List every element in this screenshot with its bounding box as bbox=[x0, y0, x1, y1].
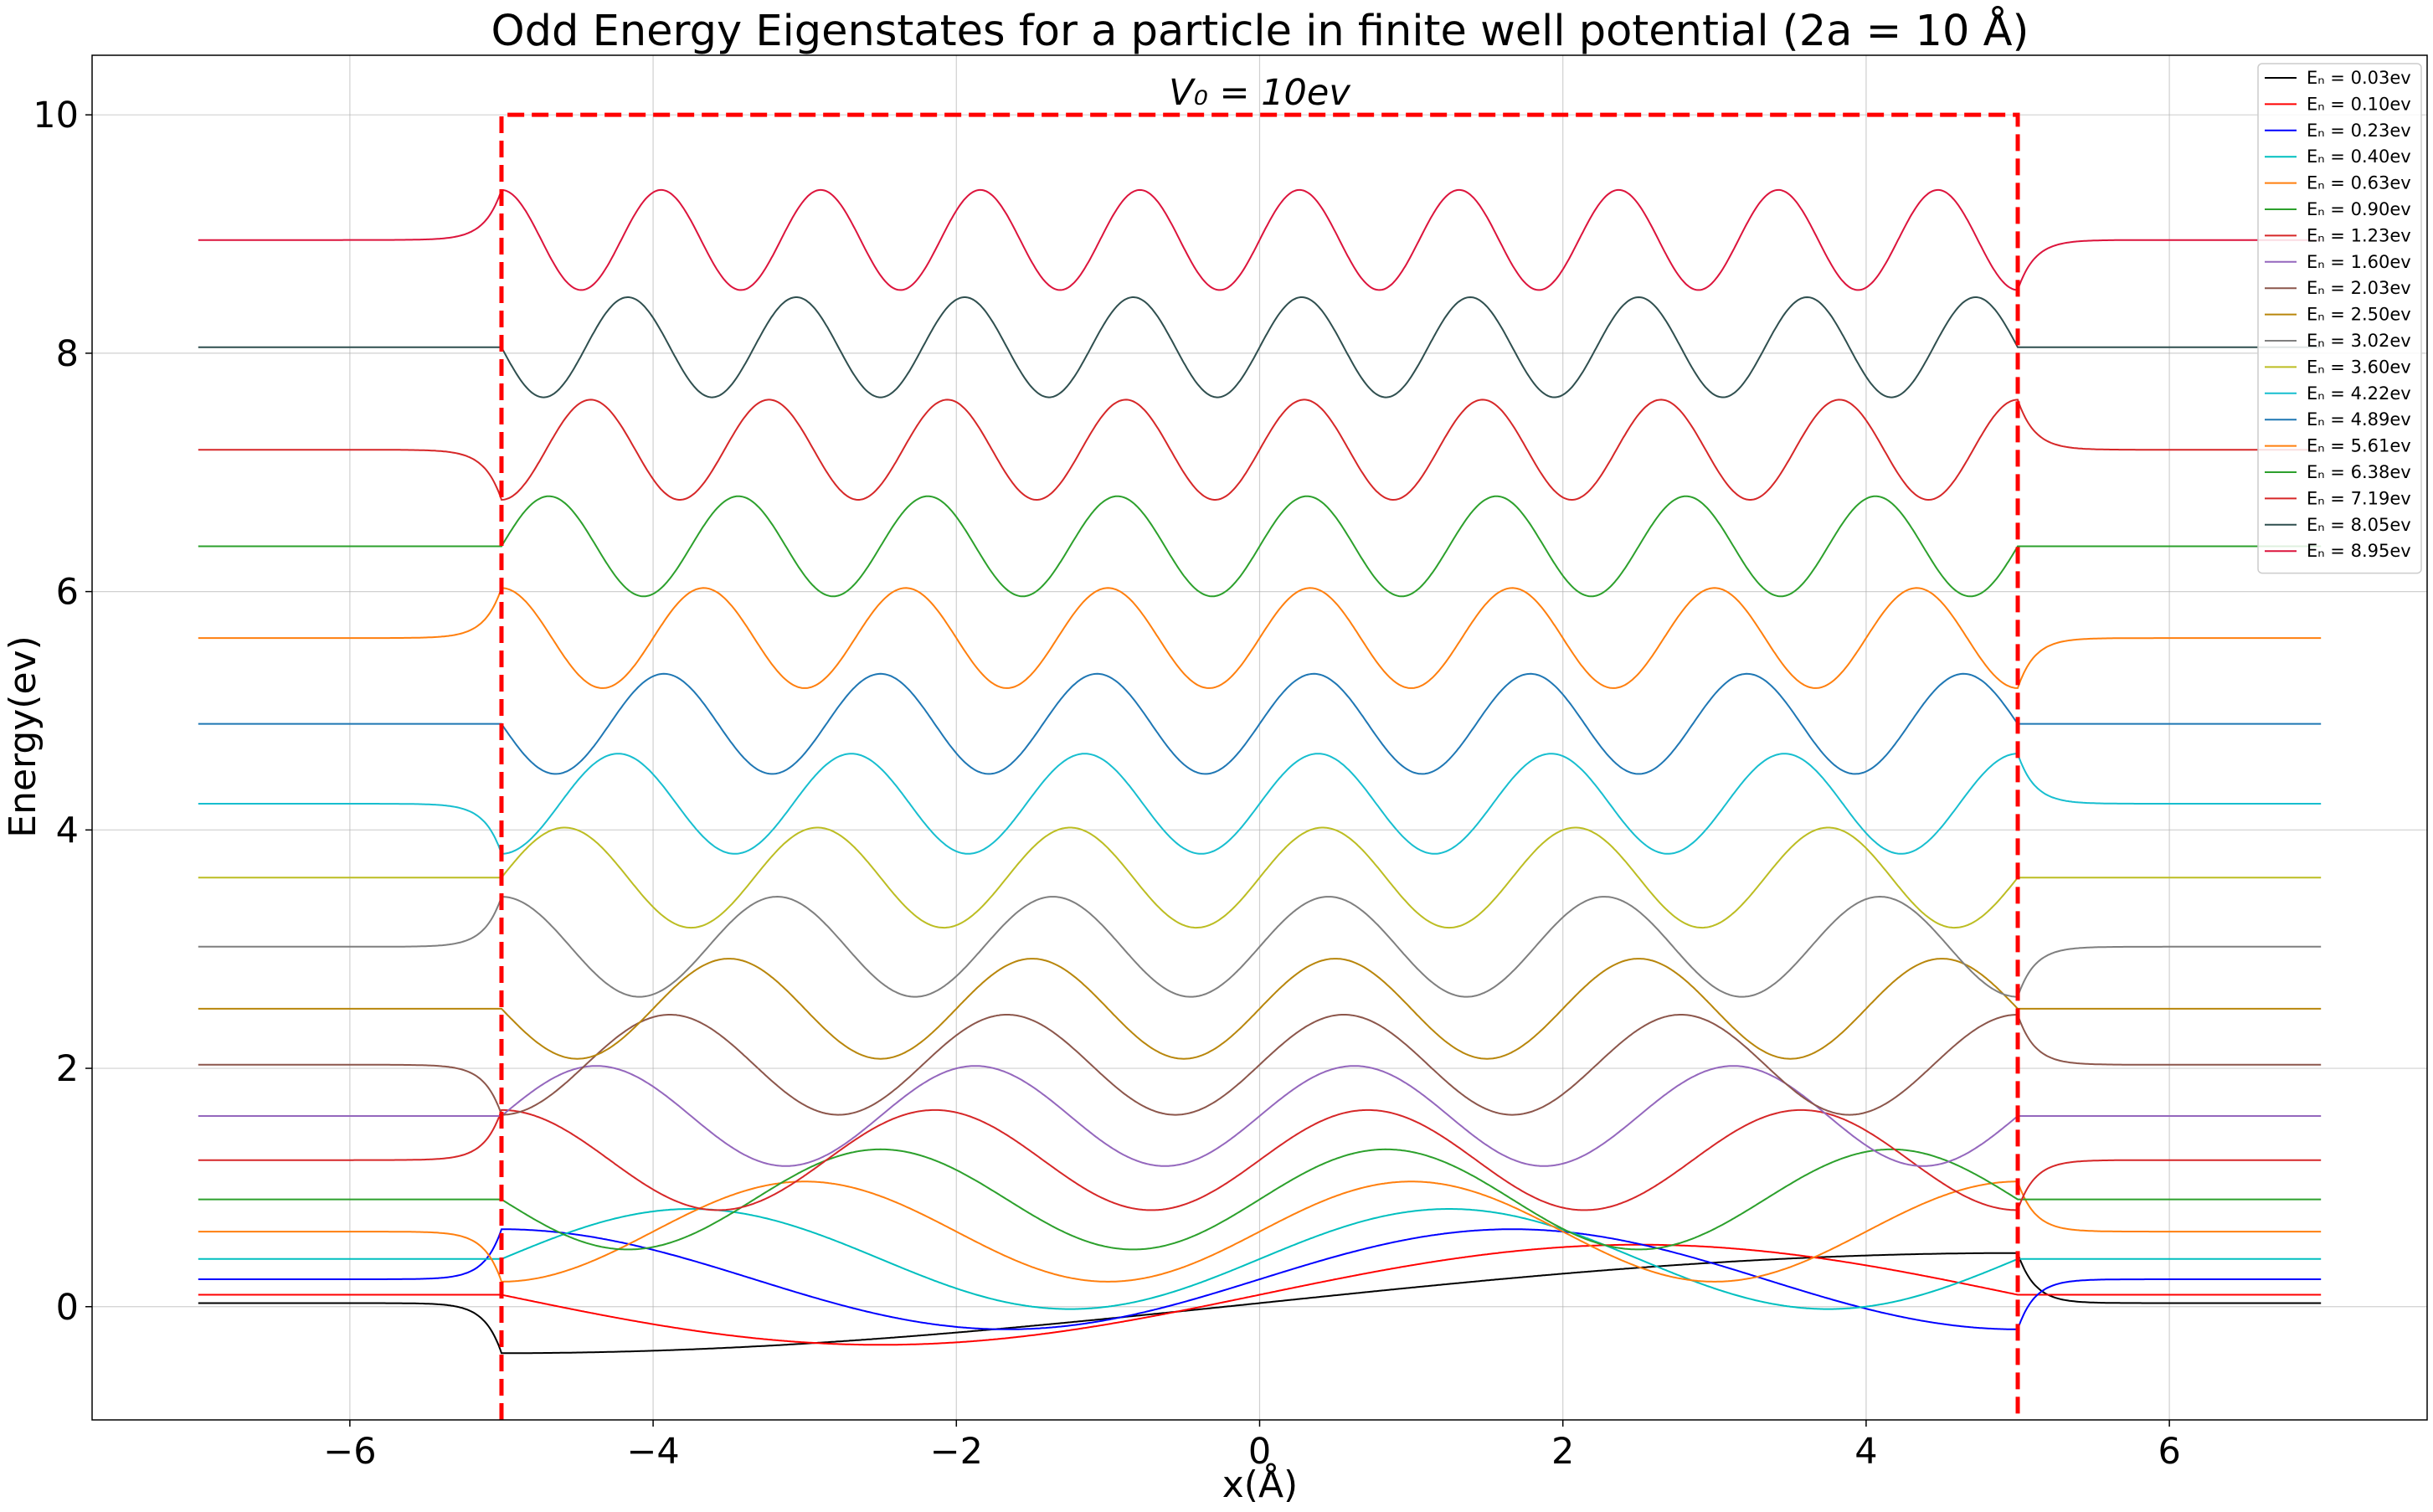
series-line bbox=[198, 1228, 2322, 1330]
legend-entry: Eₙ = 4.22ev bbox=[2307, 383, 2411, 404]
legend-entry: Eₙ = 0.90ev bbox=[2307, 199, 2411, 219]
x-tick-label: 2 bbox=[1551, 1431, 1574, 1473]
series-line bbox=[198, 1108, 2322, 1211]
legend: Eₙ = 0.03ev Eₙ = 0.10ev Eₙ = 0.23ev Eₙ = 0.… bbox=[2257, 63, 2422, 574]
well-potential: V₀ = 10ev bbox=[499, 72, 2020, 1420]
x-tick-label: 0 bbox=[1248, 1431, 1271, 1473]
legend-entry: Eₙ = 0.23ev bbox=[2307, 121, 2411, 141]
y-tick-label: 8 bbox=[56, 333, 79, 375]
series-line bbox=[198, 672, 2322, 775]
x-axis-label: x(Å) bbox=[1222, 1462, 1298, 1506]
legend-entry: Eₙ = 7.19ev bbox=[2307, 488, 2411, 508]
series-line bbox=[198, 188, 2322, 291]
axis-ticks: −6 −4 −2 0 2 4 6 0 2 4 6 8 10 bbox=[33, 95, 2181, 1473]
well-boundary bbox=[499, 112, 2020, 1420]
legend-entry: Eₙ = 3.60ev bbox=[2307, 357, 2411, 377]
legend-entry: Eₙ = 2.03ev bbox=[2307, 278, 2411, 298]
legend-entry: Eₙ = 1.60ev bbox=[2307, 252, 2411, 272]
y-axis-label: Energy(ev) bbox=[2, 635, 44, 837]
series-line bbox=[198, 1148, 2322, 1251]
legend-entry: Eₙ = 3.02ev bbox=[2307, 331, 2411, 351]
chart-title: Odd Energy Eigenstates for a particle in… bbox=[491, 4, 2029, 56]
x-tick-label: −4 bbox=[626, 1431, 679, 1473]
series-line bbox=[198, 495, 2322, 598]
v0-label: V₀ = 10ev bbox=[1169, 72, 1350, 114]
series-line bbox=[198, 399, 2322, 501]
legend-entry: Eₙ = 0.10ev bbox=[2307, 94, 2411, 114]
legend-entry: Eₙ = 4.89ev bbox=[2307, 409, 2411, 429]
y-tick-label: 4 bbox=[56, 810, 79, 851]
series-line bbox=[198, 1252, 2322, 1355]
series-line bbox=[198, 1243, 2322, 1346]
series-line bbox=[198, 958, 2322, 1060]
grid bbox=[92, 55, 2427, 1420]
series-line bbox=[198, 753, 2322, 855]
legend-entry: Eₙ = 2.50ev bbox=[2307, 305, 2411, 325]
y-tick-label: 0 bbox=[56, 1287, 79, 1329]
series-line bbox=[198, 1065, 2322, 1167]
series-line bbox=[198, 826, 2322, 929]
x-tick-label: 6 bbox=[2158, 1431, 2180, 1473]
y-tick-label: 2 bbox=[56, 1048, 79, 1090]
legend-entry: Eₙ = 5.61ev bbox=[2307, 436, 2411, 456]
series-line bbox=[198, 895, 2322, 998]
x-tick-label: 4 bbox=[1854, 1431, 1877, 1473]
legend-entry: Eₙ = 0.40ev bbox=[2307, 147, 2411, 167]
series-line bbox=[198, 587, 2322, 689]
y-tick-label: 10 bbox=[33, 95, 79, 136]
legend-entry: Eₙ = 6.38ev bbox=[2307, 462, 2411, 482]
legend-entry: Eₙ = 1.23ev bbox=[2307, 225, 2411, 245]
series-lines bbox=[198, 188, 2322, 1355]
legend-entry: Eₙ = 8.05ev bbox=[2307, 515, 2411, 535]
legend-entry: Eₙ = 0.63ev bbox=[2307, 173, 2411, 193]
legend-entry: Eₙ = 0.03ev bbox=[2307, 68, 2411, 88]
legend-box bbox=[2257, 63, 2422, 574]
series-line bbox=[198, 296, 2322, 399]
x-tick-label: −2 bbox=[930, 1431, 983, 1473]
series-line bbox=[198, 1208, 2322, 1310]
legend-entry: Eₙ = 8.95ev bbox=[2307, 541, 2411, 561]
x-tick-label: −6 bbox=[323, 1431, 376, 1473]
y-tick-label: 6 bbox=[56, 572, 79, 614]
series-line bbox=[198, 1014, 2322, 1116]
series-line bbox=[198, 1180, 2322, 1283]
